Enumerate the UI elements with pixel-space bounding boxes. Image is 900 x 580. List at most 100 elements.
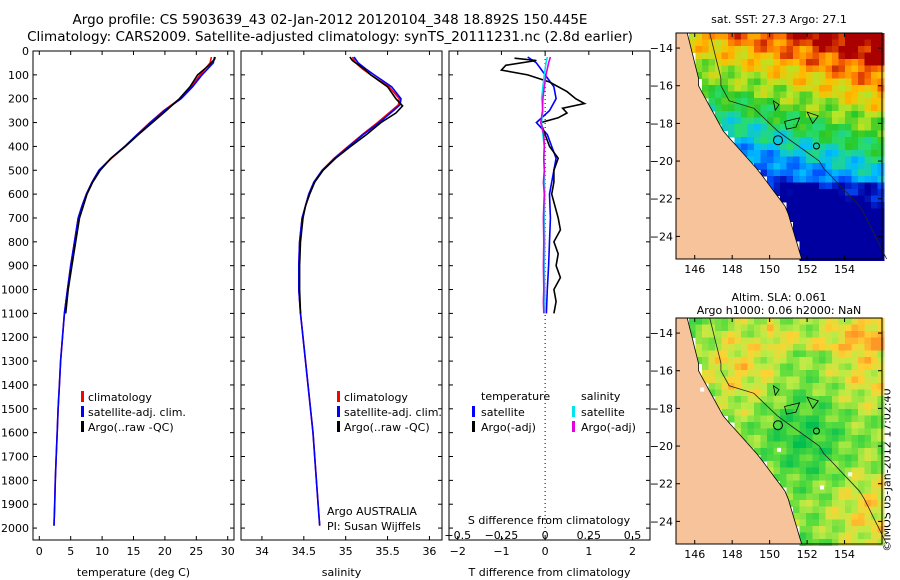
map-cell	[754, 435, 761, 442]
map-cell	[845, 59, 852, 66]
map-cell	[825, 117, 833, 125]
map-cell	[741, 59, 748, 66]
top-axis-label: S difference from climatology	[468, 514, 631, 527]
map-cell	[864, 182, 872, 190]
map-cell	[767, 98, 774, 105]
map-cell	[799, 247, 807, 255]
map-cell	[871, 409, 878, 416]
legend-swatch	[81, 406, 84, 417]
map-cell	[734, 85, 742, 92]
map-cell	[864, 247, 872, 255]
map-cell	[806, 402, 813, 410]
map-cell	[877, 383, 885, 390]
map-cell	[832, 189, 839, 196]
map-cell	[838, 59, 846, 66]
map-cell	[812, 33, 820, 40]
map-cell	[754, 111, 761, 118]
map-cell	[845, 480, 852, 488]
map-cell	[793, 461, 800, 468]
map-cell	[864, 111, 872, 118]
map-cell	[858, 519, 865, 527]
map-cell	[838, 72, 846, 79]
map-cell	[832, 156, 839, 164]
map-cell	[773, 169, 781, 177]
map-cell	[767, 324, 774, 332]
map-cell	[819, 435, 826, 442]
reef-outline	[806, 111, 819, 125]
map-cell	[806, 72, 813, 79]
map-cell	[832, 215, 839, 222]
map-cell	[812, 474, 820, 481]
map-cell	[838, 228, 846, 235]
map-cell	[695, 72, 703, 79]
map-cell	[754, 389, 761, 397]
map-cell	[832, 318, 839, 325]
map-cell	[806, 150, 813, 157]
map-cell	[708, 46, 716, 53]
map-cell	[734, 389, 742, 397]
map-cell	[825, 46, 833, 53]
map-cell	[871, 357, 878, 364]
map-cell	[799, 182, 807, 190]
map-cell	[734, 124, 742, 131]
map-cell	[747, 59, 755, 66]
map-cell	[754, 383, 761, 390]
map-cell	[838, 454, 846, 462]
depth-tick-label: 0	[22, 45, 29, 58]
map-cell	[793, 448, 800, 455]
map-cell	[799, 137, 807, 144]
map-cell	[702, 324, 709, 332]
map-cell	[747, 137, 755, 144]
map-cell	[715, 363, 722, 371]
map-cell	[845, 137, 852, 144]
map-cell	[871, 331, 878, 338]
map-cell	[799, 454, 807, 462]
map-cell	[702, 363, 709, 371]
map-cell	[877, 130, 885, 138]
map-cell	[799, 104, 807, 112]
map-cell	[793, 46, 800, 53]
map-cell	[812, 39, 820, 47]
legend-swatch	[337, 421, 340, 432]
map-cell	[806, 202, 813, 209]
map-cell	[767, 117, 774, 125]
map-cell	[806, 363, 813, 371]
map-cell	[793, 467, 800, 475]
map-cell	[819, 461, 826, 468]
map-cell	[747, 363, 755, 371]
map-cell	[877, 215, 885, 222]
map-cell	[799, 46, 807, 53]
map-cell	[819, 72, 826, 79]
map-cell	[806, 513, 813, 520]
map-cell	[715, 111, 722, 118]
map-cell	[812, 143, 820, 151]
map-cell	[851, 539, 859, 546]
map-cell	[786, 337, 794, 345]
map-cell	[806, 52, 813, 60]
map-cell	[786, 111, 794, 118]
map-cell	[825, 435, 833, 442]
map-cell	[871, 124, 878, 131]
map-cell	[851, 519, 859, 527]
map-cell	[806, 357, 813, 364]
map-cell	[780, 350, 787, 358]
map-cell	[689, 331, 696, 338]
map-cell	[793, 441, 800, 449]
map-cell	[832, 383, 839, 390]
map-cell	[851, 247, 859, 255]
map-cell	[780, 137, 787, 144]
map-cell	[767, 78, 774, 86]
legend-label: Argo(..raw -QC)	[344, 421, 430, 434]
map-cell	[864, 169, 872, 177]
map-cell	[812, 428, 820, 436]
map-cell	[786, 130, 794, 138]
map-cell	[734, 422, 742, 429]
map-cell	[838, 435, 846, 442]
map-cell	[786, 415, 794, 423]
map-cell	[773, 189, 781, 196]
map-cell	[832, 513, 839, 520]
map-cell	[747, 39, 755, 47]
map-cell	[793, 409, 800, 416]
map-cell	[838, 137, 846, 144]
map-cell	[741, 422, 748, 429]
